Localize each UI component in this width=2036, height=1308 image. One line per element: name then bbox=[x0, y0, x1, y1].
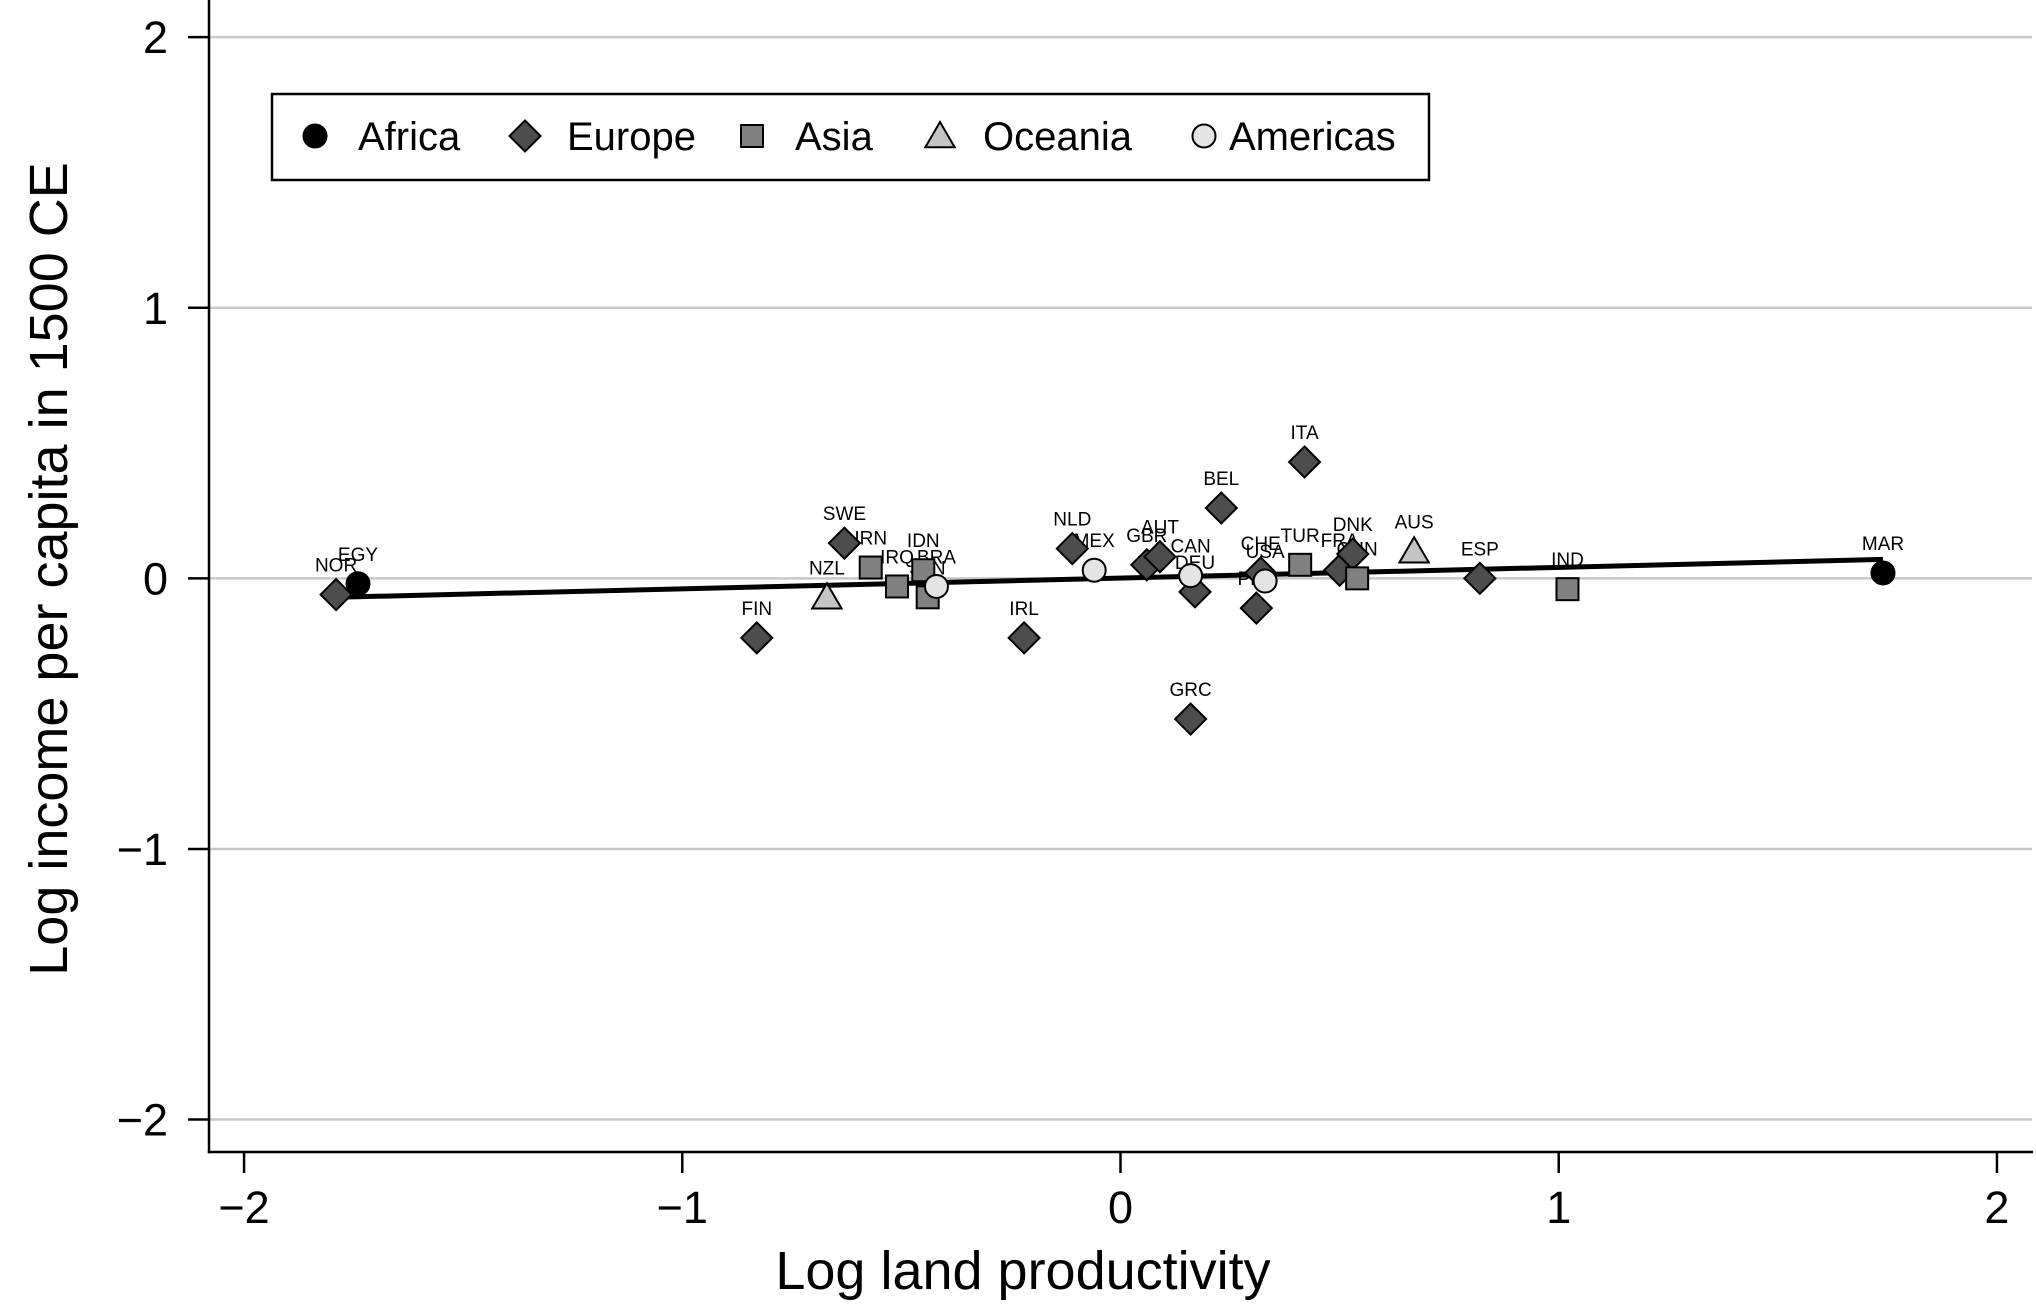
point-label-swe: SWE bbox=[823, 504, 866, 525]
point-mar-circle-marker bbox=[1870, 560, 1896, 586]
point-label-gbr: GBR bbox=[1126, 526, 1167, 547]
point-ita-diamond-marker bbox=[1287, 445, 1322, 479]
point-nor-diamond-marker bbox=[319, 577, 353, 612]
legend-europe-diamond-marker bbox=[508, 119, 542, 153]
point-prt-diamond-marker bbox=[1239, 591, 1274, 626]
point-label-idn: IDN bbox=[907, 531, 940, 552]
point-label-usa: USA bbox=[1246, 542, 1285, 563]
point-mex-circle-marker bbox=[1081, 557, 1107, 583]
legend-label-europe: Europe bbox=[567, 115, 696, 159]
point-label-ita: ITA bbox=[1290, 423, 1318, 444]
point-label-mar: MAR bbox=[1862, 534, 1904, 555]
legend-box bbox=[270, 92, 1431, 182]
legend-americas-circle-marker bbox=[1191, 123, 1217, 149]
point-aus-triangle-marker bbox=[1397, 535, 1431, 564]
point-label-nor: NOR bbox=[315, 556, 357, 577]
legend-label-americas: Americas bbox=[1229, 115, 1396, 159]
y-tick-label: 2 bbox=[143, 12, 168, 63]
legend-label-oceania: Oceania bbox=[983, 115, 1133, 159]
point-label-aus: AUS bbox=[1395, 512, 1434, 533]
point-can-circle-marker bbox=[1178, 563, 1204, 589]
point-label-grc: GRC bbox=[1169, 680, 1211, 701]
point-label-bel: BEL bbox=[1203, 469, 1239, 490]
point-label-egy: EGY bbox=[338, 545, 378, 566]
point-label-aut: AUT bbox=[1141, 518, 1179, 539]
point-label-irl: IRL bbox=[1009, 599, 1039, 620]
point-irq-square-marker bbox=[885, 574, 910, 599]
point-nld-diamond-marker bbox=[1055, 531, 1090, 566]
y-tick-label: 1 bbox=[143, 283, 168, 334]
point-label-tur: TUR bbox=[1281, 526, 1320, 547]
point-fin-diamond-marker bbox=[739, 620, 774, 655]
x-tick-label: −1 bbox=[657, 1182, 708, 1233]
point-label-irq: IRQ bbox=[880, 547, 914, 568]
point-chn-square-marker bbox=[1345, 566, 1370, 591]
y-axis-ticks: 2 1 0 −1 −2 bbox=[117, 12, 209, 1146]
point-aut-diamond-marker bbox=[1143, 539, 1177, 574]
point-label-dnk: DNK bbox=[1333, 515, 1373, 536]
x-tick-label: 1 bbox=[1546, 1182, 1571, 1233]
x-tick-label: −2 bbox=[218, 1182, 269, 1233]
point-label-fin: FIN bbox=[741, 599, 772, 620]
x-axis-ticks: −2 −1 0 1 2 bbox=[218, 1152, 2009, 1233]
point-grc-diamond-marker bbox=[1173, 702, 1208, 736]
point-label-nzl: NZL bbox=[809, 558, 845, 579]
point-ind-square-marker bbox=[1555, 577, 1580, 602]
point-markers bbox=[319, 445, 1896, 736]
point-egy-circle-marker bbox=[345, 571, 371, 597]
point-label-can: CAN bbox=[1171, 537, 1211, 558]
point-label-che: CHE bbox=[1241, 534, 1281, 555]
point-swe-diamond-marker bbox=[827, 526, 862, 561]
point-label-ind: IND bbox=[1551, 550, 1584, 571]
point-bel-diamond-marker bbox=[1204, 491, 1239, 525]
point-idn-square-marker bbox=[911, 558, 936, 583]
point-irl-diamond-marker bbox=[1007, 620, 1042, 655]
legend-asia-square-marker bbox=[740, 124, 764, 148]
legend-label-asia: Asia bbox=[795, 115, 874, 159]
point-tur-square-marker bbox=[1288, 552, 1313, 577]
point-label-irn: IRN bbox=[854, 529, 887, 550]
point-nzl-triangle-marker bbox=[810, 581, 844, 610]
y-axis-title: Log income per capita in 1500 CE bbox=[19, 162, 79, 976]
point-label-esp: ESP bbox=[1461, 539, 1499, 560]
legend-oceania-triangle-marker bbox=[923, 120, 957, 149]
point-label-nld: NLD bbox=[1053, 510, 1091, 531]
legend-africa-circle-marker bbox=[302, 123, 328, 149]
point-irn-square-marker bbox=[858, 555, 883, 580]
x-axis-title: Log land productivity bbox=[775, 1241, 1270, 1301]
legend-label-africa: Africa bbox=[358, 115, 461, 159]
point-usa-circle-marker bbox=[1252, 568, 1278, 594]
y-tick-label: −2 bbox=[117, 1095, 168, 1146]
legend: Africa Europe Asia Oceania Americas bbox=[270, 92, 1431, 182]
fit-line bbox=[336, 556, 1884, 600]
y-tick-label: 0 bbox=[143, 553, 168, 604]
y-tick-label: −1 bbox=[117, 824, 168, 875]
point-bra-circle-marker bbox=[923, 573, 949, 599]
x-tick-label: 2 bbox=[1984, 1182, 2009, 1233]
point-esp-diamond-marker bbox=[1462, 561, 1497, 596]
x-tick-label: 0 bbox=[1108, 1182, 1133, 1233]
fit-line-group bbox=[336, 556, 1884, 600]
